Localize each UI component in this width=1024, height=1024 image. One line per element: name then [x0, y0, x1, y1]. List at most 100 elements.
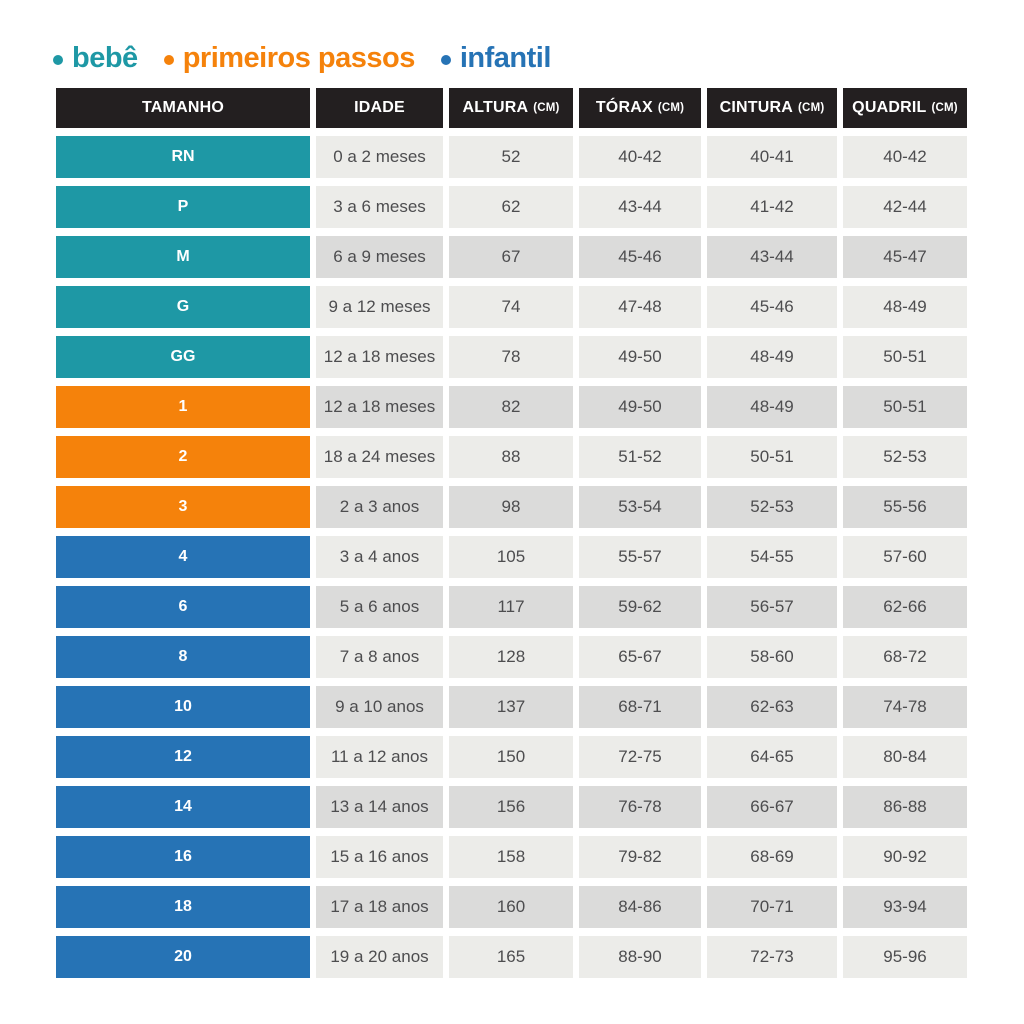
size-cell: 6 — [56, 586, 310, 628]
altura-cell: 150 — [449, 736, 573, 778]
cintura-cell: 70-71 — [707, 886, 837, 928]
size-label: 12 — [174, 748, 192, 765]
table-row: 10 9 a 10 anos 137 68-71 62-63 74-78 — [56, 686, 968, 728]
legend-label-infantil: infantil — [459, 42, 552, 74]
quadril-cell: 52-53 — [843, 436, 967, 478]
cintura-cell: 58-60 — [707, 636, 837, 678]
size-label: GG — [170, 348, 196, 365]
size-cell: 16 — [56, 836, 310, 878]
size-cell: 3 — [56, 486, 310, 528]
cintura-cell: 72-73 — [707, 936, 837, 978]
header-unit: (CM) — [798, 102, 825, 114]
table-row: 14 13 a 14 anos 156 76-78 66-67 86-88 — [56, 786, 968, 828]
idade-cell: 7 a 8 anos — [316, 636, 443, 678]
altura-cell: 52 — [449, 136, 573, 178]
legend-item: infantil — [440, 42, 552, 75]
table-body: RN 0 a 2 meses 52 40-42 40-41 40-42 P 3 … — [56, 136, 968, 978]
table-row: 6 5 a 6 anos 117 59-62 56-57 62-66 — [56, 586, 968, 628]
altura-cell: 98 — [449, 486, 573, 528]
size-cell: 14 — [56, 786, 310, 828]
table-row: 1 12 a 18 meses 82 49-50 48-49 50-51 — [56, 386, 968, 428]
torax-cell: 55-57 — [579, 536, 701, 578]
size-cell: 18 — [56, 886, 310, 928]
table-row: 20 19 a 20 anos 165 88-90 72-73 95-96 — [56, 936, 968, 978]
size-label: 14 — [174, 798, 192, 815]
size-cell: G — [56, 286, 310, 328]
quadril-cell: 62-66 — [843, 586, 967, 628]
cintura-cell: 45-46 — [707, 286, 837, 328]
header-label: QUADRIL — [852, 99, 927, 116]
size-label: 20 — [174, 948, 192, 965]
altura-cell: 105 — [449, 536, 573, 578]
bullet-icon — [440, 55, 451, 65]
altura-cell: 67 — [449, 236, 573, 278]
torax-cell: 59-62 — [579, 586, 701, 628]
torax-cell: 68-71 — [579, 686, 701, 728]
cintura-cell: 50-51 — [707, 436, 837, 478]
quadril-cell: 80-84 — [843, 736, 967, 778]
altura-cell: 82 — [449, 386, 573, 428]
header-label: TAMANHO — [142, 99, 224, 116]
table-row: 18 17 a 18 anos 160 84-86 70-71 93-94 — [56, 886, 968, 928]
size-label: 16 — [174, 848, 192, 865]
table-row: G 9 a 12 meses 74 47-48 45-46 48-49 — [56, 286, 968, 328]
quadril-cell: 74-78 — [843, 686, 967, 728]
legend-label-primeiros-passos: primeiros passos — [182, 42, 416, 74]
altura-cell: 74 — [449, 286, 573, 328]
quadril-cell: 50-51 — [843, 386, 967, 428]
size-table: TAMANHO IDADE ALTURA (CM) TÓRAX (CM) CIN… — [56, 88, 968, 986]
size-label: M — [176, 248, 190, 265]
quadril-cell: 95-96 — [843, 936, 967, 978]
idade-cell: 15 a 16 anos — [316, 836, 443, 878]
cintura-cell: 48-49 — [707, 336, 837, 378]
altura-cell: 128 — [449, 636, 573, 678]
cintura-cell: 66-67 — [707, 786, 837, 828]
torax-cell: 45-46 — [579, 236, 701, 278]
size-cell: 8 — [56, 636, 310, 678]
table-row: RN 0 a 2 meses 52 40-42 40-41 40-42 — [56, 136, 968, 178]
idade-cell: 3 a 6 meses — [316, 186, 443, 228]
quadril-cell: 42-44 — [843, 186, 967, 228]
header-cell-cintura: CINTURA (CM) — [707, 88, 837, 128]
size-label: 1 — [178, 398, 188, 415]
idade-cell: 9 a 12 meses — [316, 286, 443, 328]
header-label: TÓRAX — [595, 99, 653, 116]
torax-cell: 79-82 — [579, 836, 701, 878]
altura-cell: 158 — [449, 836, 573, 878]
header-cell-torax: TÓRAX (CM) — [579, 88, 701, 128]
quadril-cell: 86-88 — [843, 786, 967, 828]
quadril-cell: 90-92 — [843, 836, 967, 878]
cintura-cell: 40-41 — [707, 136, 837, 178]
altura-cell: 78 — [449, 336, 573, 378]
table-row: M 6 a 9 meses 67 45-46 43-44 45-47 — [56, 236, 968, 278]
torax-cell: 51-52 — [579, 436, 701, 478]
size-label: G — [176, 298, 190, 315]
size-label: 2 — [178, 448, 188, 465]
idade-cell: 17 a 18 anos — [316, 886, 443, 928]
header-cell-quadril: QUADRIL (CM) — [843, 88, 967, 128]
size-cell: 20 — [56, 936, 310, 978]
table-row: GG 12 a 18 meses 78 49-50 48-49 50-51 — [56, 336, 968, 378]
quadril-cell: 48-49 — [843, 286, 967, 328]
altura-cell: 160 — [449, 886, 573, 928]
altura-cell: 156 — [449, 786, 573, 828]
quadril-cell: 93-94 — [843, 886, 967, 928]
header-unit: (CM) — [533, 102, 560, 114]
table-row: 16 15 a 16 anos 158 79-82 68-69 90-92 — [56, 836, 968, 878]
table-row: 12 11 a 12 anos 150 72-75 64-65 80-84 — [56, 736, 968, 778]
quadril-cell: 45-47 — [843, 236, 967, 278]
torax-cell: 84-86 — [579, 886, 701, 928]
size-label: 3 — [178, 498, 188, 515]
header-label: CINTURA — [719, 99, 794, 116]
torax-cell: 47-48 — [579, 286, 701, 328]
idade-cell: 2 a 3 anos — [316, 486, 443, 528]
size-label: 18 — [174, 898, 192, 915]
altura-cell: 88 — [449, 436, 573, 478]
size-label: 4 — [178, 548, 188, 565]
cintura-cell: 56-57 — [707, 586, 837, 628]
cintura-cell: 62-63 — [707, 686, 837, 728]
size-label: P — [177, 198, 189, 215]
cintura-cell: 54-55 — [707, 536, 837, 578]
category-legend: bebê primeiros passos infantil — [53, 42, 551, 75]
